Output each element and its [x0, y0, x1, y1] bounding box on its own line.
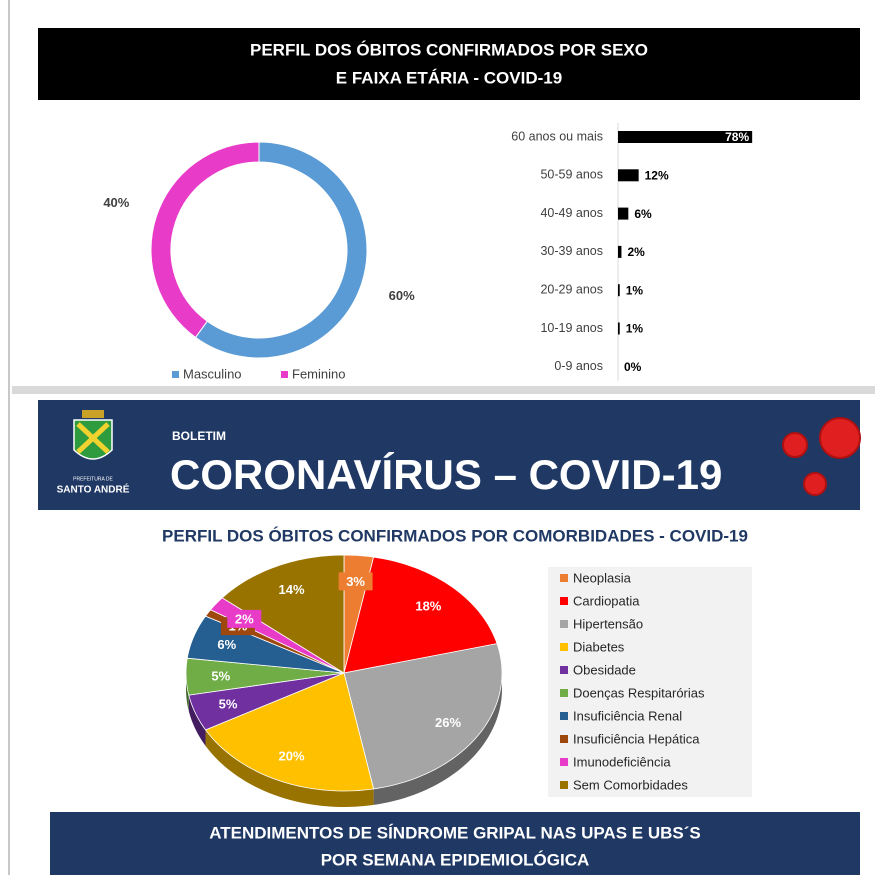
legend-label: Insuficiência Hepática [573, 731, 700, 746]
data-label: 26% [435, 715, 461, 730]
legend-swatch [560, 574, 568, 582]
data-label: 2% [627, 245, 645, 259]
separator [12, 386, 875, 394]
logo-text: PREFEITURA DE [73, 476, 113, 482]
data-label: 6% [217, 637, 236, 652]
data-label: 78% [725, 130, 749, 144]
y-tick-label: 60 anos ou mais [511, 129, 603, 143]
legend-label: Sem Comorbidades [573, 777, 688, 792]
legend-label: Imunodeficiência [573, 754, 671, 769]
legend-label: Feminino [292, 366, 345, 381]
bar [618, 246, 621, 258]
data-label: 5% [219, 697, 238, 712]
legend-label: Insuficiência Renal [573, 708, 682, 723]
banner-kicker: BOLETIM [172, 429, 226, 443]
data-label: 1% [626, 283, 644, 297]
bar [618, 169, 639, 181]
data-label: 12% [645, 168, 669, 182]
virus [783, 433, 807, 457]
y-tick-label: 50-59 anos [540, 168, 603, 182]
legend-label: Neoplasia [573, 570, 632, 585]
virus [820, 418, 860, 458]
data-label: 3% [346, 574, 365, 589]
legend-label: Doenças Respitarórias [573, 685, 705, 700]
section-title: E FAIXA ETÁRIA - COVID-19 [336, 68, 562, 87]
data-label: 60% [389, 288, 415, 303]
bar [618, 323, 620, 335]
data-label: 14% [279, 582, 305, 597]
crown [82, 410, 104, 418]
legend-swatch [281, 371, 288, 378]
data-label: 2% [235, 611, 254, 626]
page: PERFIL DOS ÓBITOS CONFIRMADOS POR SEXO E… [0, 0, 875, 875]
legend-swatch [172, 371, 179, 378]
data-label: 20% [279, 749, 305, 764]
bar [618, 208, 628, 220]
data-label: 5% [211, 668, 230, 683]
legend-swatch [560, 781, 568, 789]
legend-label: Diabetes [573, 639, 625, 654]
y-tick-label: 10-19 anos [540, 321, 603, 335]
legend-swatch [560, 689, 568, 697]
legend-swatch [560, 666, 568, 674]
section-title: POR SEMANA EPIDEMIOLÓGICA [321, 850, 590, 869]
legend-swatch [560, 620, 568, 628]
chart-title: PERFIL DOS ÓBITOS CONFIRMADOS POR COMORB… [162, 526, 748, 545]
legend-label: Hipertensão [573, 616, 643, 631]
legend-label: Masculino [183, 366, 242, 381]
y-tick-label: 40-49 anos [540, 206, 603, 220]
data-label: 40% [103, 195, 129, 210]
legend-label: Obesidade [573, 662, 636, 677]
data-label: 18% [415, 598, 441, 613]
section-title: ATENDIMENTOS DE SÍNDROME GRIPAL NAS UPAS… [209, 823, 700, 842]
logo-text: SANTO ANDRÉ [57, 483, 130, 496]
bar [618, 284, 620, 296]
data-label: 0% [624, 360, 642, 374]
legend-swatch [560, 712, 568, 720]
legend-label: Cardiopatia [573, 593, 640, 608]
legend-swatch [560, 735, 568, 743]
banner-title: CORONAVÍRUS – COVID-19 [170, 451, 722, 498]
y-tick-label: 20-29 anos [540, 282, 603, 296]
data-label: 1% [626, 322, 644, 336]
virus [804, 473, 826, 495]
y-tick-label: 30-39 anos [540, 244, 603, 258]
section-title: PERFIL DOS ÓBITOS CONFIRMADOS POR SEXO [250, 40, 648, 59]
data-label: 6% [634, 207, 652, 221]
legend-swatch [560, 643, 568, 651]
legend-swatch [560, 758, 568, 766]
y-tick-label: 0-9 anos [554, 359, 603, 373]
title-box [38, 28, 860, 100]
legend-swatch [560, 597, 568, 605]
